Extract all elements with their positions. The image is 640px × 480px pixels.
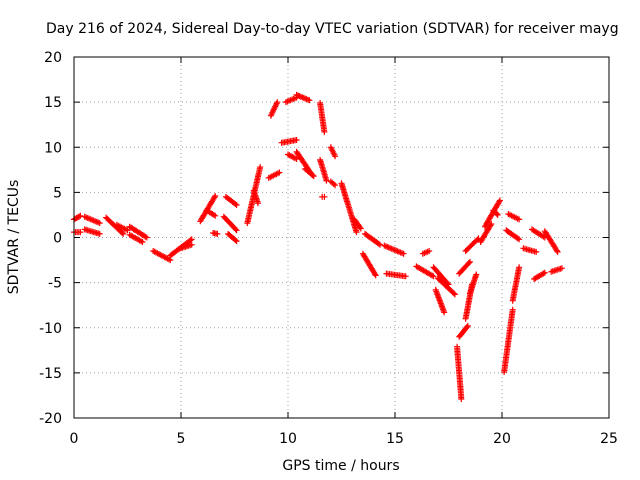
chart-title: Day 216 of 2024, Sidereal Day-to-day VTE… xyxy=(46,21,619,37)
data-point-cluster xyxy=(265,169,283,181)
data-point-cluster xyxy=(434,275,458,298)
data-point-cluster xyxy=(210,230,221,237)
data-point-cluster xyxy=(454,343,465,402)
data-point-cluster xyxy=(126,231,146,245)
y-tick-labels: -20 -15 -10 -5 0 5 10 15 20 xyxy=(39,50,62,427)
x-tick-label: 15 xyxy=(386,431,404,447)
y-axis-title: SDTVAR / TECUs xyxy=(6,180,22,295)
data-point-cluster xyxy=(456,258,473,277)
data-point-cluster xyxy=(327,144,339,160)
data-point-cluster xyxy=(278,137,300,146)
y-tick-label: -15 xyxy=(39,366,62,382)
x-tick-label: 5 xyxy=(177,431,186,447)
y-tick-label: 20 xyxy=(44,50,62,66)
data-point-cluster xyxy=(501,306,516,375)
y-tick-label: -20 xyxy=(39,411,62,427)
data-point-cluster xyxy=(456,322,471,340)
data-point-cluster xyxy=(71,229,84,236)
data-point-cluster xyxy=(225,230,240,245)
data-point-cluster xyxy=(317,156,330,184)
data-point-cluster xyxy=(285,151,300,162)
data-point-cluster xyxy=(81,226,103,237)
data-point-cluster xyxy=(413,263,437,280)
data-point-cluster xyxy=(317,100,328,135)
data-point-cluster xyxy=(126,223,150,241)
y-tick-label: -10 xyxy=(39,321,62,337)
data-point-cluster xyxy=(71,212,84,223)
data-points xyxy=(71,91,565,402)
data-point-cluster xyxy=(477,221,495,245)
y-tick-label: 5 xyxy=(53,185,62,201)
data-point-cluster xyxy=(505,211,523,223)
data-point-cluster xyxy=(509,264,523,304)
data-point-cluster xyxy=(220,213,240,234)
x-tick-label: 25 xyxy=(600,431,618,447)
data-point-cluster xyxy=(327,178,339,189)
data-point-cluster xyxy=(462,235,482,254)
data-point-cluster xyxy=(548,265,565,275)
data-point-cluster xyxy=(338,180,360,236)
data-point-cluster xyxy=(302,165,317,180)
data-point-cluster xyxy=(203,207,219,219)
data-point-cluster xyxy=(267,99,281,119)
data-point-cluster xyxy=(520,245,540,255)
data-point-cluster xyxy=(113,221,131,234)
data-point-cluster xyxy=(178,241,195,252)
data-point-cluster xyxy=(531,269,548,282)
data-point-cluster xyxy=(432,286,448,316)
gridlines xyxy=(74,57,609,418)
x-tick-label: 10 xyxy=(279,431,297,447)
data-point-cluster xyxy=(466,271,480,297)
data-point-cluster xyxy=(541,228,561,255)
data-point-cluster xyxy=(529,226,548,241)
data-point-cluster xyxy=(150,248,174,264)
data-point-cluster xyxy=(81,213,103,227)
data-point-cluster xyxy=(362,230,383,248)
x-tick-label: 20 xyxy=(493,431,511,447)
data-point-cluster xyxy=(351,216,364,232)
data-point-cluster xyxy=(359,250,379,279)
y-tick-label: 15 xyxy=(44,95,62,111)
data-point-cluster xyxy=(490,207,501,218)
data-point-cluster xyxy=(250,187,261,207)
y-tick-label: 0 xyxy=(53,231,62,247)
axis-ticks xyxy=(73,56,610,419)
data-point-cluster xyxy=(503,227,523,243)
data-point-cluster xyxy=(419,248,433,257)
x-axis-title: GPS time / hours xyxy=(282,458,399,474)
data-point-cluster xyxy=(222,193,240,208)
y-tick-label: -5 xyxy=(48,276,62,292)
x-tick-label: 0 xyxy=(70,431,79,447)
data-point-cluster xyxy=(430,264,452,288)
x-tick-labels: 0 5 10 15 20 25 xyxy=(70,431,618,447)
data-point-cluster xyxy=(293,91,313,104)
data-point-cluster xyxy=(381,242,407,257)
data-point-cluster xyxy=(319,193,328,200)
y-tick-label: 10 xyxy=(44,140,62,156)
data-point-cluster xyxy=(383,270,409,280)
